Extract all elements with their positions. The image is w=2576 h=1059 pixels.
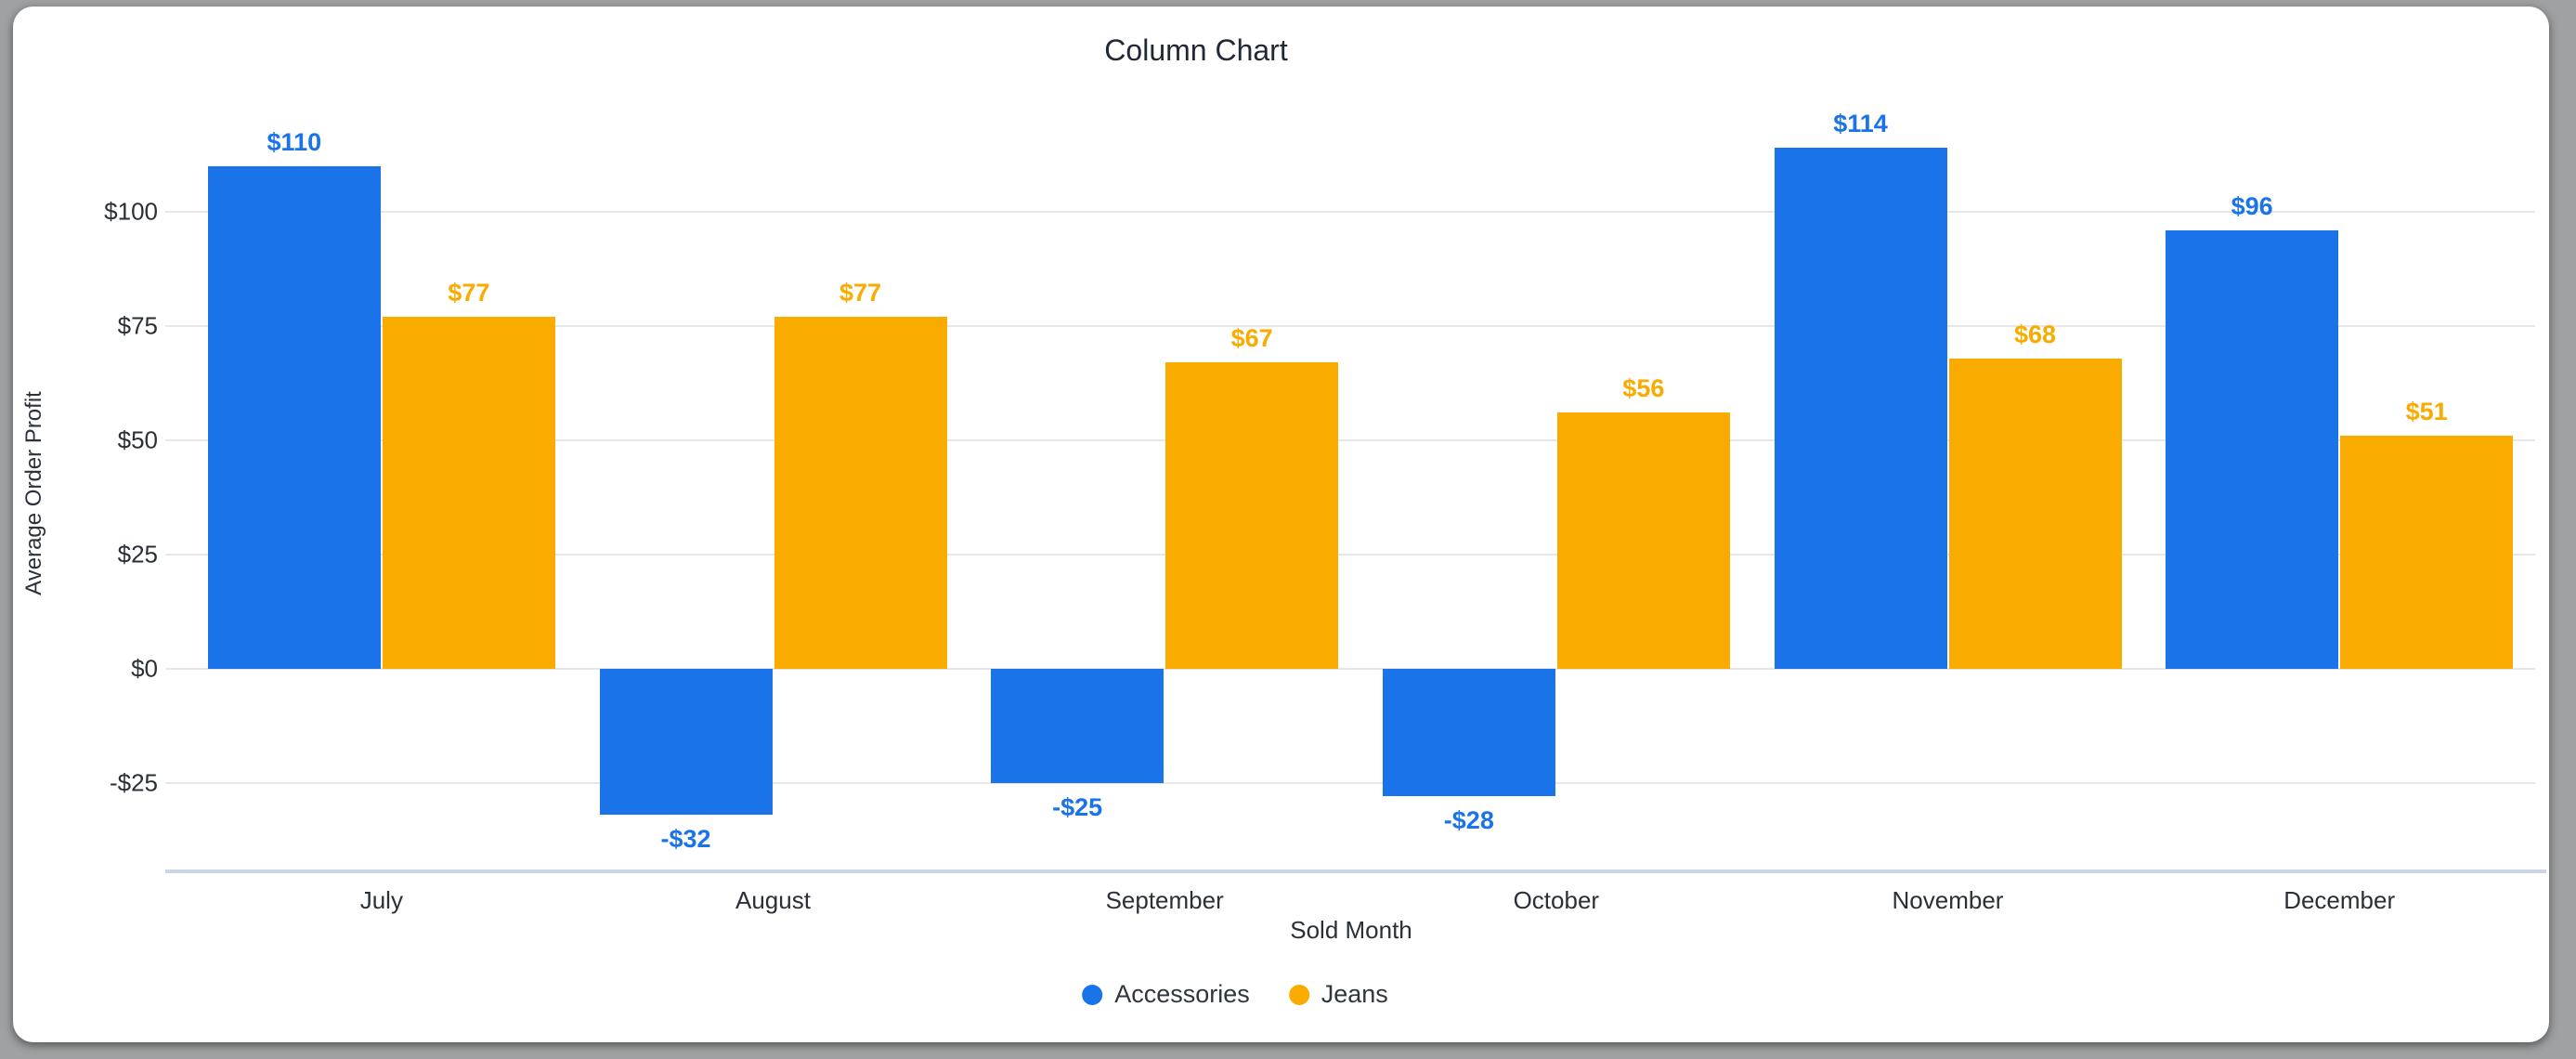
bar-value-label-accessories-december: $96 [2231, 191, 2273, 220]
x-labels: July August September October November Decemb… [186, 886, 2535, 916]
gridline-50 [165, 438, 2535, 441]
bar-value-label-jeans-september: $67 [1230, 324, 1273, 353]
bar-value-label-accessories-november: $114 [1833, 110, 1888, 138]
x-label-august: August [735, 886, 811, 914]
legend-entry-jeans[interactable]: Jeans [1288, 980, 1388, 1009]
legend-dot-accessories-icon [1082, 984, 1103, 1005]
x-label-october: October [1513, 886, 1600, 914]
y-tick-labels: $100 $75 $50 $25 $0 -$25 [13, 116, 158, 871]
bar-value-label-jeans-october: $56 [1622, 374, 1665, 403]
y-tick-label--25: -$25 [109, 768, 158, 797]
bar-accessories-november[interactable] [1774, 148, 1947, 669]
x-label-july: July [359, 886, 403, 914]
bar-value-label-jeans-august: $77 [839, 279, 882, 307]
bar-value-label-accessories-october: -$28 [1443, 806, 1494, 835]
bar-jeans-july[interactable] [382, 317, 555, 669]
chart-title: Column Chart [1104, 33, 1288, 67]
y-tick-label-50: $50 [117, 425, 158, 454]
bar-value-label-accessories-july: $110 [267, 128, 322, 157]
bar-value-label-accessories-august: -$32 [660, 825, 711, 854]
bar-jeans-august[interactable] [774, 317, 947, 669]
x-label-december: December [2283, 886, 2396, 914]
gridline-25 [165, 553, 2535, 556]
x-label-november: November [1892, 886, 2004, 914]
legend-dot-jeans-icon [1288, 984, 1309, 1005]
legend-entry-accessories[interactable]: Accessories [1082, 980, 1250, 1009]
bar-value-label-jeans-july: $77 [448, 279, 490, 307]
bar-value-label-jeans-december: $51 [2405, 398, 2448, 426]
x-label-september: September [1105, 886, 1224, 914]
x-axis-title: Sold Month [1290, 916, 1412, 944]
y-tick-label-25: $25 [117, 540, 158, 569]
bar-jeans-september[interactable] [1165, 362, 1339, 669]
bar-jeans-december[interactable] [2340, 436, 2514, 669]
bar-accessories-september[interactable] [991, 668, 1164, 783]
bar-value-label-accessories-september: -$25 [1052, 792, 1103, 821]
y-tick-label-75: $75 [117, 311, 158, 340]
y-tick-label-0: $0 [131, 654, 158, 683]
bar-jeans-october[interactable] [1556, 412, 1730, 669]
bar-accessories-december[interactable] [2166, 229, 2339, 669]
bar-value-label-jeans-november: $68 [2013, 320, 2057, 348]
legend: Accessories Jeans [1082, 980, 1388, 1009]
gridline-100 [165, 211, 2535, 214]
bar-jeans-november[interactable] [1948, 358, 2122, 669]
gridline--25 [165, 781, 2535, 784]
chart-card: Column Chart Average Order Profit $100 $7… [13, 7, 2549, 1042]
bar-accessories-july[interactable] [207, 166, 381, 669]
y-tick-label-100: $100 [104, 197, 158, 226]
legend-label-accessories: Accessories [1114, 980, 1250, 1008]
x-axis-baseline [165, 869, 2546, 873]
gridline-75 [165, 325, 2535, 328]
gridline-0 [165, 667, 2535, 670]
plot-area: $110 $77 -$32 $77 -$25 $67 -$28 $56 $114 $68 $96 $5… [165, 111, 2546, 873]
bar-accessories-october[interactable] [1382, 668, 1555, 797]
bar-accessories-august[interactable] [599, 668, 773, 816]
legend-label-jeans: Jeans [1321, 980, 1388, 1008]
